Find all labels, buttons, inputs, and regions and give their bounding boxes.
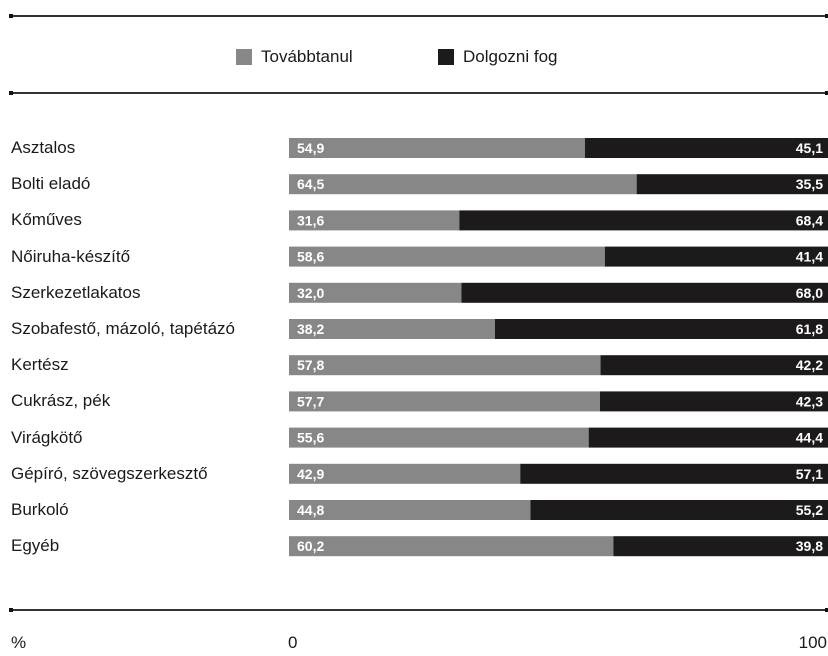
- bar-segment-dolgozni-fog: [613, 536, 828, 557]
- bar-segment-dolgozni-fog: [461, 282, 828, 303]
- legend-swatch-series-2: [438, 49, 454, 65]
- bar-segment-tovabbtanul: [289, 427, 589, 448]
- bar-segment-dolgozni-fog: [600, 355, 828, 376]
- bar-value-label: 55,2: [796, 502, 823, 518]
- bar-value-label: 68,0: [796, 285, 823, 301]
- legend: Továbbtanul Dolgozni fog: [0, 47, 828, 71]
- bar-value-label: 32,0: [297, 285, 324, 301]
- bar-value-label: 42,2: [796, 357, 823, 373]
- legend-item-series-1: Továbbtanul: [236, 47, 353, 67]
- bar-segment-tovabbtanul: [289, 282, 462, 303]
- bar-value-label: 38,2: [297, 321, 324, 337]
- category-label: Gépíró, szövegszerkesztő: [11, 463, 208, 483]
- category-label: Kőműves: [11, 210, 82, 230]
- bar-value-label: 39,8: [796, 538, 823, 554]
- bar-value-label: 68,4: [796, 212, 823, 228]
- bar-segment-dolgozni-fog: [520, 463, 828, 484]
- bar-value-label: 41,4: [796, 249, 823, 265]
- bar-value-label: 44,4: [796, 430, 823, 446]
- bar-value-label: 42,9: [297, 466, 324, 482]
- bar-segment-dolgozni-fog: [530, 500, 828, 520]
- category-label: Asztalos: [11, 138, 76, 157]
- legend-label-series-1: Továbbtanul: [261, 47, 353, 66]
- bar-value-label: 35,5: [796, 176, 823, 192]
- bar-segment-dolgozni-fog: [459, 210, 828, 231]
- bar-segment-tovabbtanul: [289, 174, 637, 195]
- category-label: Szobafestő, mázoló, tapétázó: [11, 319, 235, 338]
- bar-value-label: 55,6: [297, 430, 324, 446]
- category-label: Kertész: [11, 355, 69, 375]
- bar-segment-tovabbtanul: [289, 210, 460, 231]
- bar-segment-dolgozni-fog: [604, 246, 828, 267]
- legend-rule: [9, 91, 828, 95]
- bar-value-label: 44,8: [297, 502, 324, 518]
- bottom-rule: [9, 608, 828, 612]
- bar-segment-tovabbtanul: [289, 463, 521, 484]
- axis-unit-label: %: [11, 633, 27, 652]
- bar-value-label: 64,5: [297, 176, 324, 192]
- bar-value-label: 42,3: [796, 393, 823, 409]
- legend-swatch-series-1: [236, 49, 252, 65]
- bar-value-label: 57,8: [297, 357, 324, 373]
- bar-segment-tovabbtanul: [289, 536, 614, 557]
- bar-value-label: 45,1: [796, 140, 823, 156]
- bar-segment-tovabbtanul: [289, 138, 585, 158]
- category-label: Cukrász, pék: [11, 391, 111, 411]
- bar-segment-dolgozni-fog: [494, 319, 828, 339]
- bar-segment-dolgozni-fog: [588, 427, 828, 448]
- bar-value-label: 58,6: [297, 249, 324, 265]
- legend-item-series-2: Dolgozni fog: [438, 47, 558, 67]
- bar-value-label: 60,2: [297, 538, 324, 554]
- category-label: Virágkötő: [11, 427, 83, 447]
- category-label: Burkoló: [11, 500, 69, 519]
- bar-segment-tovabbtanul: [289, 246, 605, 267]
- category-label: Szerkezetlakatos: [11, 282, 141, 302]
- bar-value-label: 57,7: [297, 393, 324, 409]
- bar-value-label: 61,8: [796, 321, 823, 337]
- bar-value-label: 57,1: [796, 466, 823, 482]
- axis-min-label: 0: [288, 633, 298, 652]
- bar-segment-tovabbtanul: [289, 500, 531, 520]
- top-rule: [9, 14, 828, 18]
- bar-segment-dolgozni-fog: [584, 138, 828, 158]
- bar-value-label: 54,9: [297, 140, 324, 156]
- category-label: Nőiruha-készítő: [11, 246, 131, 266]
- category-label: Egyéb: [11, 536, 60, 556]
- bar-segment-tovabbtanul: [289, 319, 495, 339]
- bar-segment-dolgozni-fog: [600, 391, 828, 412]
- bar-value-label: 31,6: [297, 212, 324, 228]
- legend-label-series-2: Dolgozni fog: [463, 47, 558, 66]
- bar-segment-dolgozni-fog: [636, 174, 828, 195]
- axis-max-label: 100: [798, 633, 827, 652]
- bar-segment-tovabbtanul: [289, 391, 601, 412]
- category-label: Bolti eladó: [11, 174, 91, 194]
- bar-segment-tovabbtanul: [289, 355, 601, 376]
